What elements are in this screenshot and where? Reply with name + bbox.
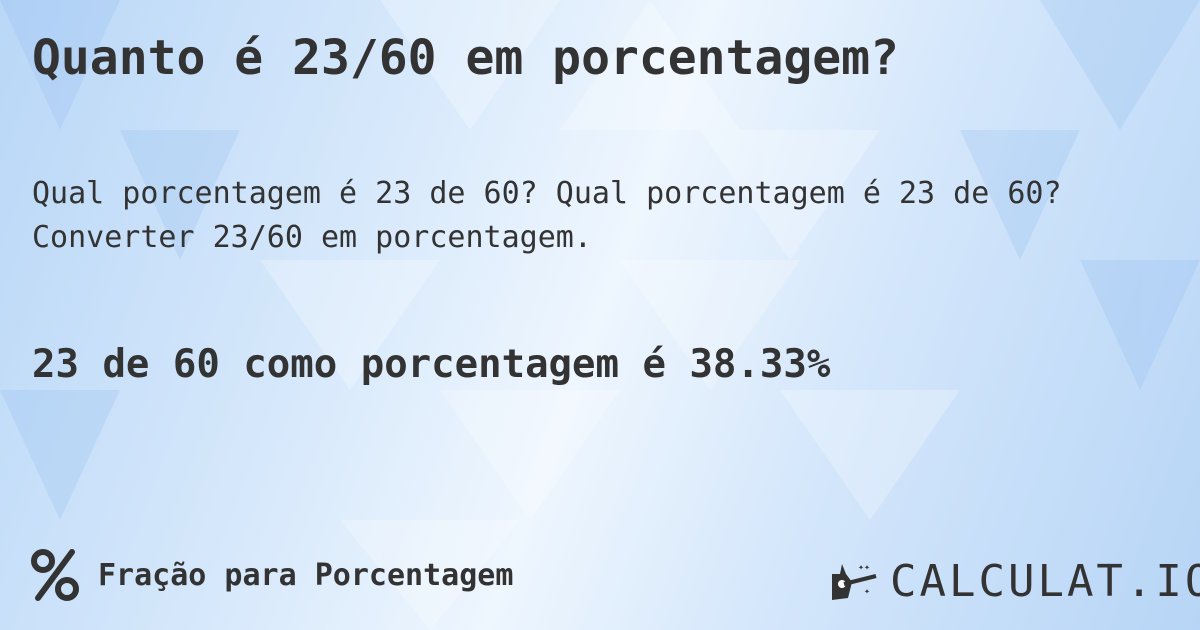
percent-icon xyxy=(31,549,79,601)
question-line-2: Converter 23/60 em porcentagem. xyxy=(32,220,592,255)
category-label: Fração para Porcentagem xyxy=(98,557,514,593)
page-title: Quanto é 23/60 em porcentagem? xyxy=(32,30,899,86)
question-line-1: Qual porcentagem é 23 de 60? Qual porcen… xyxy=(32,176,1062,211)
svg-text:✦: ✦ xyxy=(864,586,870,597)
logo[interactable]: ✦✦ ✦ CALCULAT.IO xyxy=(828,556,1200,607)
svg-text:✦✦: ✦✦ xyxy=(858,562,870,573)
result-text: 23 de 60 como porcentagem é 38.33% xyxy=(32,342,831,387)
logo-text: CALCULAT.IO xyxy=(890,556,1200,607)
magic-hand-icon: ✦✦ ✦ xyxy=(832,562,877,600)
category-link[interactable]: Fração para Porcentagem xyxy=(30,548,513,602)
question-text: Qual porcentagem é 23 de 60? Qual porcen… xyxy=(32,172,1062,260)
